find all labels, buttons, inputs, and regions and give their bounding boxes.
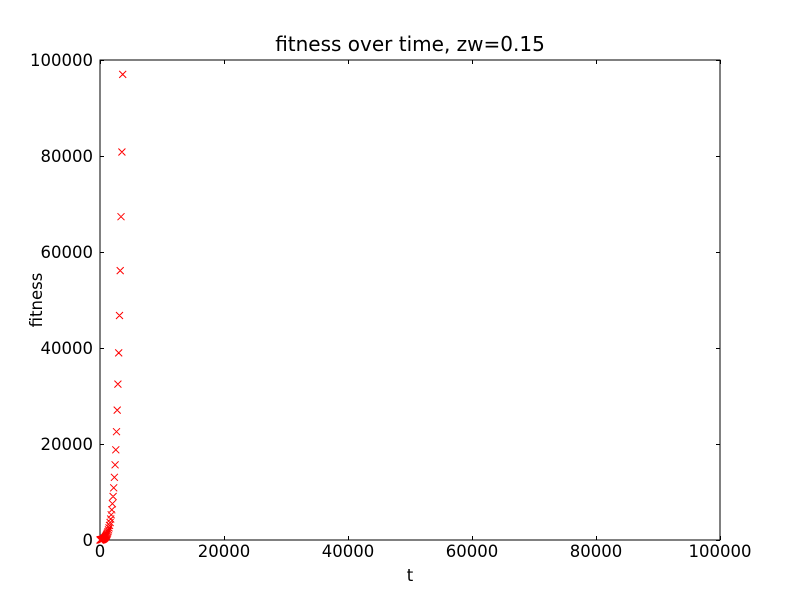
- plot-frame: [99, 59, 721, 541]
- axis-tick-labels: 0 20000 40000 60000 80000 100000 0 20000 40000 60…: [30, 51, 752, 561]
- plot-border: [99, 59, 721, 541]
- x-axis-label: t: [407, 566, 414, 585]
- axis-ticks: [100, 60, 721, 541]
- x-tick-label: 100000: [689, 542, 752, 561]
- y-tick-label: 20000: [41, 435, 94, 454]
- y-tick-label: 100000: [30, 51, 93, 70]
- data-point-markers: [96, 70, 127, 544]
- plot-title: fitness over time, zw=0.15: [275, 32, 545, 56]
- y-tick-label: 60000: [41, 243, 94, 262]
- y-tick-label: 80000: [41, 147, 94, 166]
- x-tick-label: 0: [95, 542, 106, 561]
- x-tick-label: 40000: [322, 542, 375, 561]
- y-axis-label: fitness: [27, 273, 46, 328]
- x-tick-label: 60000: [446, 542, 499, 561]
- y-tick-label: 0: [83, 531, 94, 550]
- x-tick-label: 80000: [570, 542, 623, 561]
- x-tick-label: 20000: [198, 542, 251, 561]
- y-tick-label: 40000: [41, 339, 94, 358]
- scatter-markers: [96, 70, 127, 544]
